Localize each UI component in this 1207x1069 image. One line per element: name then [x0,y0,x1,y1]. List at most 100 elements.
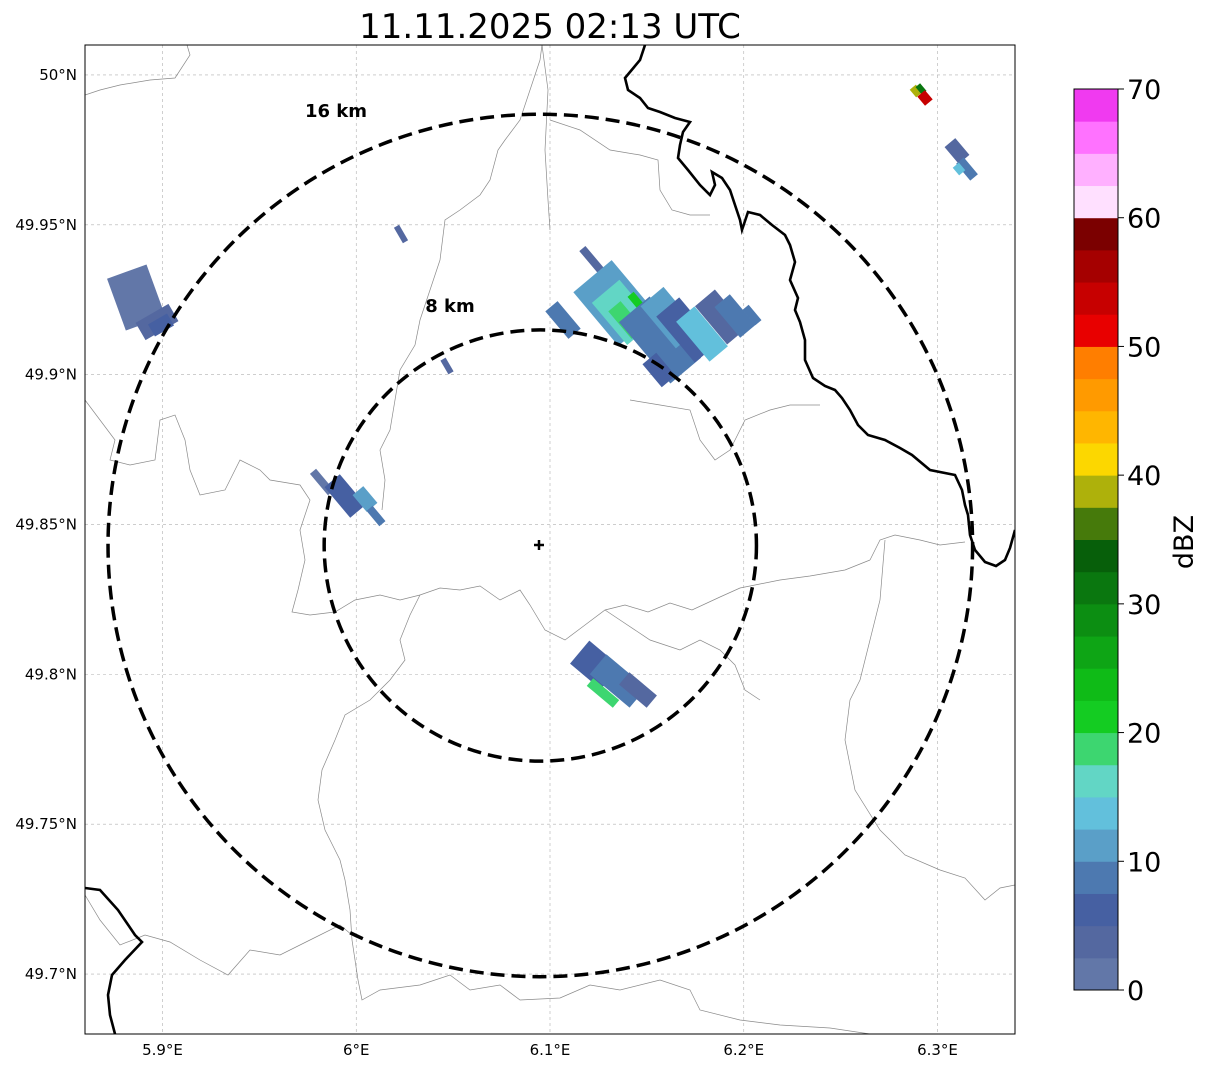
longitude-tick-labels: 5.9°E 6°E 6.1°E 6.2°E 6.3°E [142,1041,958,1059]
range-ring-16km [106,112,975,979]
colorbar-segment [1074,153,1118,187]
admin-border-line [85,45,191,96]
radar-echo-pixel [917,90,933,106]
colorbar-segment [1074,925,1118,959]
colorbar-label: dBZ [1169,515,1200,569]
admin-border-line [541,45,551,231]
radar-echo-pixel [352,486,378,512]
colorbar-segment [1074,378,1118,412]
colorbar-tick-label: 70 [1127,75,1161,106]
map-title: 11.11.2025 02:13 UTC [359,7,741,47]
admin-border-line [85,399,871,641]
lon-tick-label: 5.9°E [142,1041,183,1059]
lon-tick-label: 6.3°E [917,1041,958,1059]
radar-echo-pixel [956,157,978,181]
radar-echo-pixel [440,357,454,375]
colorbar-segment [1074,121,1118,154]
colorbar-segment [1074,539,1118,573]
lat-tick-label: 49.95°N [15,216,77,234]
admin-border-line [549,119,710,216]
colorbar-tick-label: 20 [1127,719,1161,750]
colorbar-segment [1074,89,1118,122]
radar-echo-pixel [147,313,175,337]
radar-site-marker [534,540,544,550]
colorbar-segment [1074,796,1118,830]
radar-echo-pixel [642,352,676,388]
radar-echo-pixel [619,672,657,708]
radar-echo-pixel [952,162,966,176]
ring-label-8km: 8 km [425,296,475,317]
colorbar-segment [1074,507,1118,540]
lon-tick-label: 6.2°E [723,1041,764,1059]
admin-borders [85,45,1015,1034]
colorbar-segment [1074,217,1118,251]
radar-echo-pixel [618,296,702,384]
colorbar-segment [1074,732,1118,766]
radar-echo-pixel [393,224,409,244]
radar-echo-pixel [545,301,581,339]
lat-tick-label: 49.75°N [15,815,77,833]
admin-border-line [604,609,761,701]
radar-echo-pixel [909,84,923,98]
colorbar-segment [1074,314,1118,347]
radar-echo-pixel [742,304,762,326]
colorbar-segment [1074,346,1118,380]
radar-echo-pixel [676,306,728,362]
radar-echo-pixel [714,294,756,338]
range-rings [106,112,975,979]
colorbar-tick-label: 60 [1127,204,1161,235]
colorbar-segment [1074,957,1118,991]
lat-tick-label: 49.7°N [25,965,77,983]
colorbar-segment [1074,764,1118,798]
colorbar-segment [1074,442,1118,476]
colorbar-segment [1074,668,1118,701]
colorbar-segment [1074,185,1118,219]
colorbar-segment [1074,571,1118,605]
radar-echo-pixel [694,289,748,345]
colorbar-segment [1074,893,1118,927]
radar-echo-pixel [107,264,166,331]
map-frame [84,44,1016,1035]
admin-border-line [844,539,1015,901]
radar-echo-pixel [324,474,366,518]
colorbar-tick-label: 10 [1127,847,1161,878]
admin-border-line [317,594,871,1034]
lat-tick-label: 50°N [39,66,77,84]
colorbar-segment [1074,861,1118,894]
colorbar-segment [1074,475,1118,508]
lon-tick-label: 6°E [343,1041,370,1059]
colorbar-segment [1074,829,1118,862]
graticule-gridlines [85,45,1015,1034]
colorbar-segment [1074,700,1118,734]
lat-tick-label: 49.85°N [15,516,77,534]
range-ring-8km [322,328,759,763]
latitude-tick-labels: 50°N 49.95°N 49.9°N 49.85°N 49.8°N 49.75°N 49.… [15,66,77,983]
lat-tick-label: 49.8°N [25,665,77,683]
radar-echo-pixel [366,505,386,527]
radar-echo-pixel [944,138,970,164]
radar-echoes [107,83,978,708]
radar-echo-pixel [586,678,620,708]
radar-echo-pixel [579,245,605,275]
admin-border-line [869,534,966,561]
admin-border-line [379,45,543,511]
lon-tick-label: 6.1°E [530,1041,571,1059]
colorbar-frame [1073,88,1119,991]
colorbar-segment [1074,249,1118,283]
colorbar-tick-label: 40 [1127,461,1161,492]
national-borders [85,45,1015,1034]
colorbar-tick-label: 30 [1127,590,1161,621]
colorbar-segment [1074,636,1118,669]
national-border-line [85,886,144,1034]
colorbar-tick-label: 50 [1127,332,1161,363]
colorbar-segment [1074,282,1118,315]
colorbar: 0 10 20 30 40 50 60 70 [1073,75,1161,1007]
lat-tick-label: 49.9°N [25,366,77,384]
colorbar-segment [1074,410,1118,444]
national-border-line [623,45,1015,568]
colorbar-segment [1074,603,1118,637]
admin-border-line [629,399,820,461]
admin-border-line [85,894,353,976]
ring-label-16km: 16 km [305,101,367,122]
